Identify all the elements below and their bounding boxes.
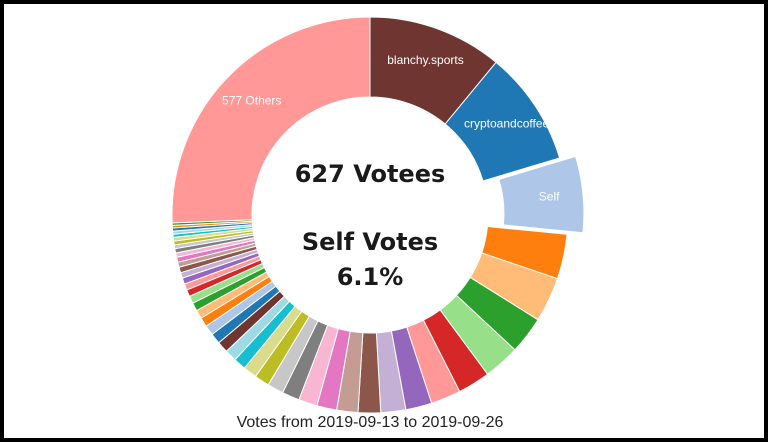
- donut-slice-self: [498, 155, 585, 234]
- slice-label: Self: [539, 190, 560, 204]
- chart-caption: Votes from 2019-09-13 to 2019-09-26: [237, 414, 504, 431]
- slices-group: [171, 16, 585, 414]
- center-self-votes-percent: 6.1%: [337, 263, 404, 291]
- slice-label: cryptoandcoffee: [464, 116, 549, 130]
- center-self-votes-label: Self Votes: [302, 228, 438, 256]
- chart-frame: blanchy.sports cryptoandcoffee Self 577 Oth…: [4, 4, 764, 438]
- center-votees-count: 627 Votees: [295, 160, 446, 188]
- slice-labels-group: blanchy.sports cryptoandcoffee Self 577 Oth…: [222, 53, 560, 204]
- donut-chart: blanchy.sports cryptoandcoffee Self 577 Oth…: [171, 16, 585, 431]
- donut-slice-577-others: [171, 16, 371, 224]
- donut-slice-cryptoandcoffee: [444, 61, 561, 182]
- slice-label: 577 Others: [222, 94, 281, 108]
- slice-label: blanchy.sports: [387, 53, 463, 67]
